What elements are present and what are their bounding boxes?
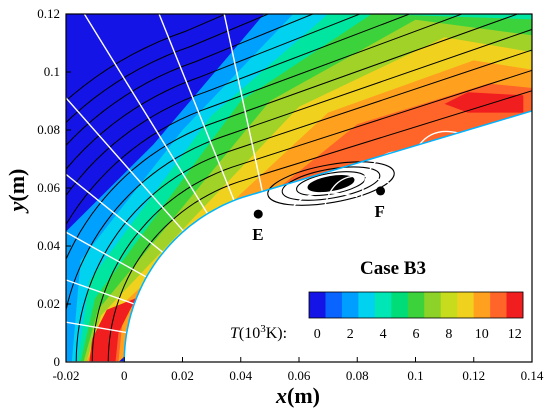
colorbar-frame [308,291,524,319]
wall-boundary [123,110,532,362]
colorbar-swatch [325,292,343,318]
streamline [66,14,464,226]
colorbar-tick-label: 0 [314,327,321,342]
y-tick-label: 0.1 [44,64,60,79]
x-tick-label: -0.02 [52,368,79,383]
recirculation-loop [267,161,395,206]
colorbar-swatch [391,292,409,318]
colorbar-swatch [457,292,474,318]
point-f-label: F [375,202,385,221]
labeled-points: EF [252,186,386,244]
colorbar-swatch [309,292,326,318]
streamline [91,69,532,362]
colorbar-tick-label: 10 [475,327,489,342]
colorbar-tick-label: 6 [413,327,420,342]
y-tick-label: 0.08 [37,122,60,137]
streamlines [66,14,532,362]
normal-line [66,321,127,334]
x-tick-label: 0.14 [521,368,544,383]
y-tick-label: 0.02 [37,296,60,311]
x-axis-title: x(m) [275,383,320,408]
streamline [66,14,362,171]
temperature-band-10 [444,92,524,113]
arc-line [321,175,416,223]
recirculation-loop [318,179,344,189]
normal-line [158,14,235,201]
y-tick-label: 0.04 [37,238,60,253]
x-tick-label: 0.04 [229,368,252,383]
streamline [66,14,315,146]
colorbar-swatch [473,292,491,318]
normal-line [83,14,209,215]
orthogonal-lines [66,14,532,362]
colorbar-swatch [407,292,425,318]
streamline [66,14,520,261]
streamline [66,14,270,124]
colorbar-swatch [506,292,524,318]
normal-line [66,279,135,305]
streamline [66,28,532,313]
colorbar: 0 2 4 6 8 10 12 [308,291,524,342]
point-f-marker [376,186,386,196]
normal-line [223,14,264,192]
x-tick-label: 0.08 [346,368,369,383]
colorbar-swatch [440,292,458,318]
colorbar-tick-label: 2 [347,327,354,342]
x-tick-label: 0 [121,368,128,383]
streamline [66,14,228,102]
streamline [66,14,411,197]
colorbar-swatch [490,292,507,318]
point-e-label: E [252,225,263,244]
normal-line [66,231,147,278]
recirculation-loop [296,171,366,197]
y-tick-label: 0 [54,354,61,369]
y-axis-ticks: 0 0.02 0.04 0.06 0.08 0.1 0.12 [37,6,71,369]
point-e-marker [253,209,263,219]
x-tick-label: 0.02 [171,368,194,383]
colorbar-title: T(103K): [230,323,287,342]
y-tick-label: 0.12 [37,6,60,21]
colorbar-swatch [358,292,376,318]
normal-line [66,96,185,232]
streamline [107,90,532,362]
colorbar-swatch [374,292,392,318]
arc-line [286,192,358,223]
x-tick-label: 0.1 [407,368,423,383]
streamline [75,49,532,362]
y-axis-title: y(m) [4,169,29,215]
colorbar-tick-label: 8 [445,327,452,342]
normal-line [66,173,164,254]
arc-line [403,130,532,206]
colorbar-tick-label: 12 [508,327,522,342]
x-tick-label: 0.12 [462,368,485,383]
colorbar-swatch [424,292,441,318]
y-tick-label: 0.06 [37,180,60,195]
colorbar-swatch [341,292,359,318]
recirculation-loop [281,166,381,201]
contour-plot-area [66,14,532,362]
case-label: Case B3 [360,258,426,279]
colorbar-tick-label: 4 [380,327,387,342]
x-axis-ticks: -0.02 0 0.02 0.04 0.06 0.08 0.1 0.12 0.14 [52,357,544,383]
x-tick-label: 0.06 [288,368,311,383]
